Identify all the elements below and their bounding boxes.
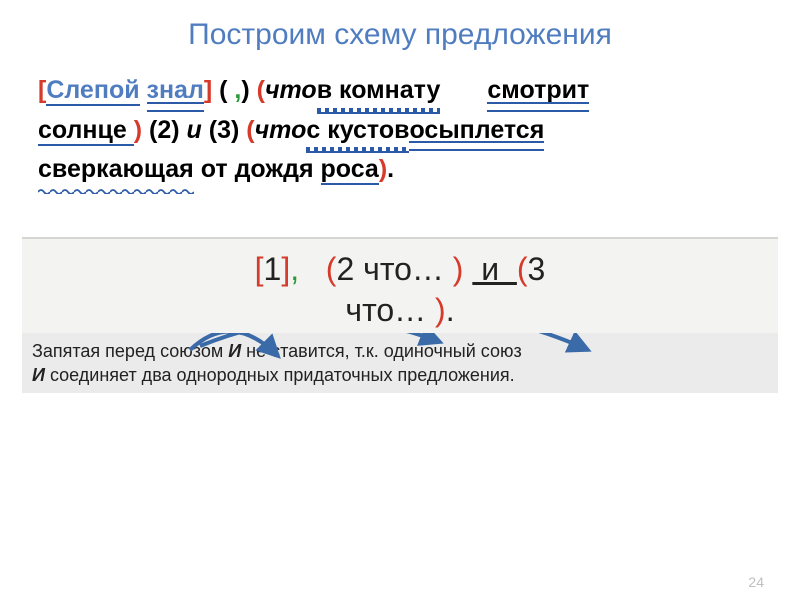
word-subject: Слепой	[46, 76, 139, 106]
paren-1b: )	[241, 76, 256, 104]
period: .	[387, 155, 394, 183]
note-t2: не ставится, т.к. одиночный союз	[246, 341, 522, 361]
sentence-line-1: [Слепой знал ] ( ,) (что в комнату смотр…	[38, 72, 762, 110]
sentence-block: [Слепой знал ] ( ,) (что в комнату смотр…	[0, 72, 800, 189]
schema-box: [1], (2 что… ) и (3 что… ).	[22, 237, 778, 333]
word-osyp: осыплется	[409, 112, 544, 150]
bracket-close: ]	[204, 76, 212, 104]
num-3: (3)	[202, 116, 246, 144]
sch-popen1: (	[326, 251, 337, 287]
sch-popen2: (	[517, 251, 528, 287]
paren-3: (	[246, 116, 254, 144]
page-number: 24	[748, 574, 764, 590]
paren-2: (	[257, 76, 265, 104]
sch-comma: ,	[290, 251, 299, 287]
phrase-otdozh: от дождя	[194, 155, 321, 183]
word-rosa: роса	[321, 155, 379, 185]
num-2: (2)	[142, 116, 186, 144]
paren-close-2: )	[379, 155, 387, 183]
word-sverk: сверкающая	[38, 151, 194, 189]
sch-sq-close: ]	[281, 251, 290, 287]
note-i2: И	[32, 365, 50, 385]
sch-sq-open: [	[255, 251, 264, 287]
word-i: и	[187, 116, 202, 144]
word-chto2: что	[255, 116, 307, 144]
sentence-line-3: сверкающая от дождя роса).	[38, 151, 762, 189]
note-t1: Запятая перед союзом	[32, 341, 228, 361]
word-chto1: что	[265, 76, 317, 104]
schema-line-2: что… ).	[32, 292, 768, 329]
word-solntse: солнце	[38, 116, 134, 146]
note-i1: И	[228, 341, 246, 361]
paren-close-1: )	[134, 116, 142, 144]
phrase-skustov: с кустов	[306, 112, 409, 150]
phrase-vkomnatu: в комнату	[317, 72, 441, 110]
slide-title: Построим схему предложения	[0, 0, 800, 72]
title-text: Построим схему предложения	[188, 18, 612, 51]
sch-period: .	[446, 292, 455, 328]
sch-one: 1	[264, 251, 282, 287]
sentence-line-2: солнце ) (2) и (3) (что с кустов осыплет…	[38, 112, 762, 150]
word-predicate: знал	[147, 72, 204, 110]
sch-three: 3	[528, 251, 546, 287]
paren-1a: (	[212, 76, 234, 104]
sch-2chto: 2 что…	[336, 251, 452, 287]
sch-i: и	[472, 251, 517, 287]
sch-pclose1: )	[453, 251, 473, 287]
note-t3: соединяет два однородных придаточных пре…	[50, 365, 515, 385]
sch-chto2: что…	[345, 292, 435, 328]
sch-close2: )	[435, 292, 446, 328]
note-box: Запятая перед союзом И не ставится, т.к.…	[22, 333, 778, 394]
schema-line-1: [1], (2 что… ) и (3	[32, 251, 768, 288]
word-smotrit: смотрит	[487, 72, 589, 110]
sch-sp1	[299, 251, 326, 287]
